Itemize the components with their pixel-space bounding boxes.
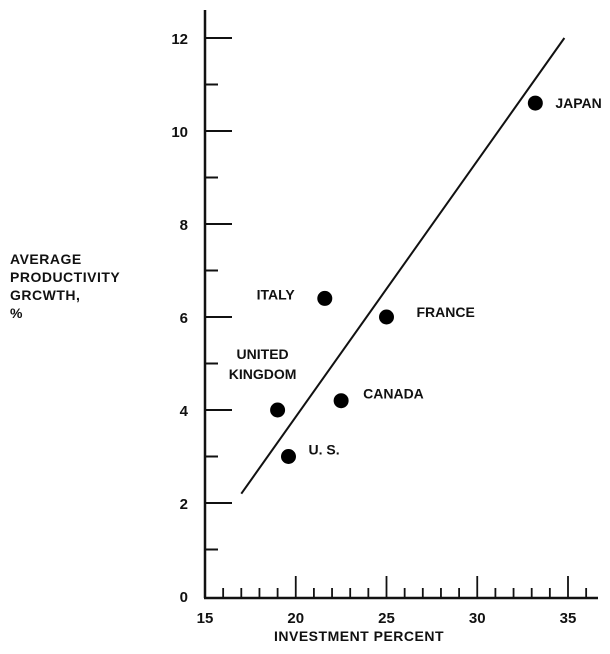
y-tick-label: 0 <box>180 589 188 606</box>
y-axis-label-line: % <box>10 305 23 321</box>
x-tick-label: 20 <box>287 610 304 627</box>
data-point <box>270 402 286 418</box>
y-tick-label: 8 <box>180 217 188 234</box>
y-axis-label: AVERAGE PRODUCTIVITY GRCWTH, % <box>10 250 160 322</box>
y-axis-label-line: AVERAGE <box>10 251 82 267</box>
y-tick-label: 10 <box>171 124 188 141</box>
data-point <box>527 95 543 111</box>
y-tick-label: 4 <box>180 403 189 420</box>
data-point-label: FRANCE <box>417 304 475 320</box>
trend-line <box>240 37 566 495</box>
data-point-label: U. S. <box>308 442 339 458</box>
data-point <box>379 309 394 325</box>
y-tick-label: 12 <box>171 31 188 48</box>
data-point <box>317 290 333 306</box>
data-point <box>333 393 349 409</box>
y-tick-label: 2 <box>180 496 188 513</box>
y-axis-label-line: GRCWTH, <box>10 287 81 303</box>
data-point-label: ITALY <box>257 286 296 302</box>
data-point-label: JAPAN <box>555 95 601 111</box>
x-tick-label: 25 <box>378 610 395 627</box>
y-axis-label-line: PRODUCTIVITY <box>10 269 121 285</box>
x-tick-label: 30 <box>469 610 486 627</box>
x-axis-label: INVESTMENT PERCENT <box>274 628 445 644</box>
data-point-label: UNITED KINGDOM <box>229 346 297 382</box>
x-tick-label: 15 <box>197 610 214 627</box>
data-point-label: CANADA <box>363 386 424 402</box>
x-tick-label: 35 <box>560 610 577 627</box>
y-tick-label: 6 <box>180 310 188 327</box>
data-point <box>280 449 296 464</box>
